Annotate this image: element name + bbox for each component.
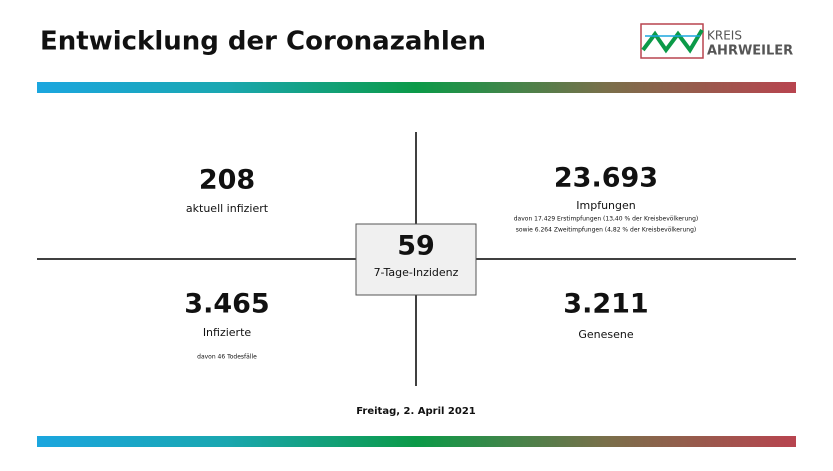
logo: KREIS AHRWEILER (640, 23, 793, 59)
center-number: 59 (397, 231, 435, 262)
stat-number: 3.465 (184, 289, 269, 320)
stat-note: davon 17.429 Erstimpfungen (13,40 % der … (514, 216, 699, 223)
gradient-bar (37, 436, 796, 447)
stat-label: aktuell infiziert (186, 202, 269, 215)
logo-text: AHRWEILER (707, 44, 793, 59)
gradient-bar (37, 82, 796, 93)
logo-icon (641, 28, 704, 54)
title: Entwicklung der Coronazahlen (40, 27, 486, 57)
logo-frame (640, 23, 704, 59)
date: Freitag, 2. April 2021 (356, 406, 476, 417)
stat-label: Impfungen (576, 199, 636, 212)
stat-note: sowie 6.264 Zweitimpfungen (4,82 % der K… (516, 227, 696, 234)
center-box (355, 223, 477, 296)
stat-number: 23.693 (554, 163, 658, 194)
stat-number: 3.211 (563, 289, 648, 320)
stat-number: 208 (199, 165, 255, 196)
logo-text: KREIS (707, 29, 742, 43)
stat-note: davon 46 Todesfälle (197, 354, 257, 361)
stat-label: Infizierte (203, 326, 252, 339)
center-label: 7-Tage-Inzidenz (374, 266, 459, 279)
stat-label: Genesene (578, 328, 634, 341)
